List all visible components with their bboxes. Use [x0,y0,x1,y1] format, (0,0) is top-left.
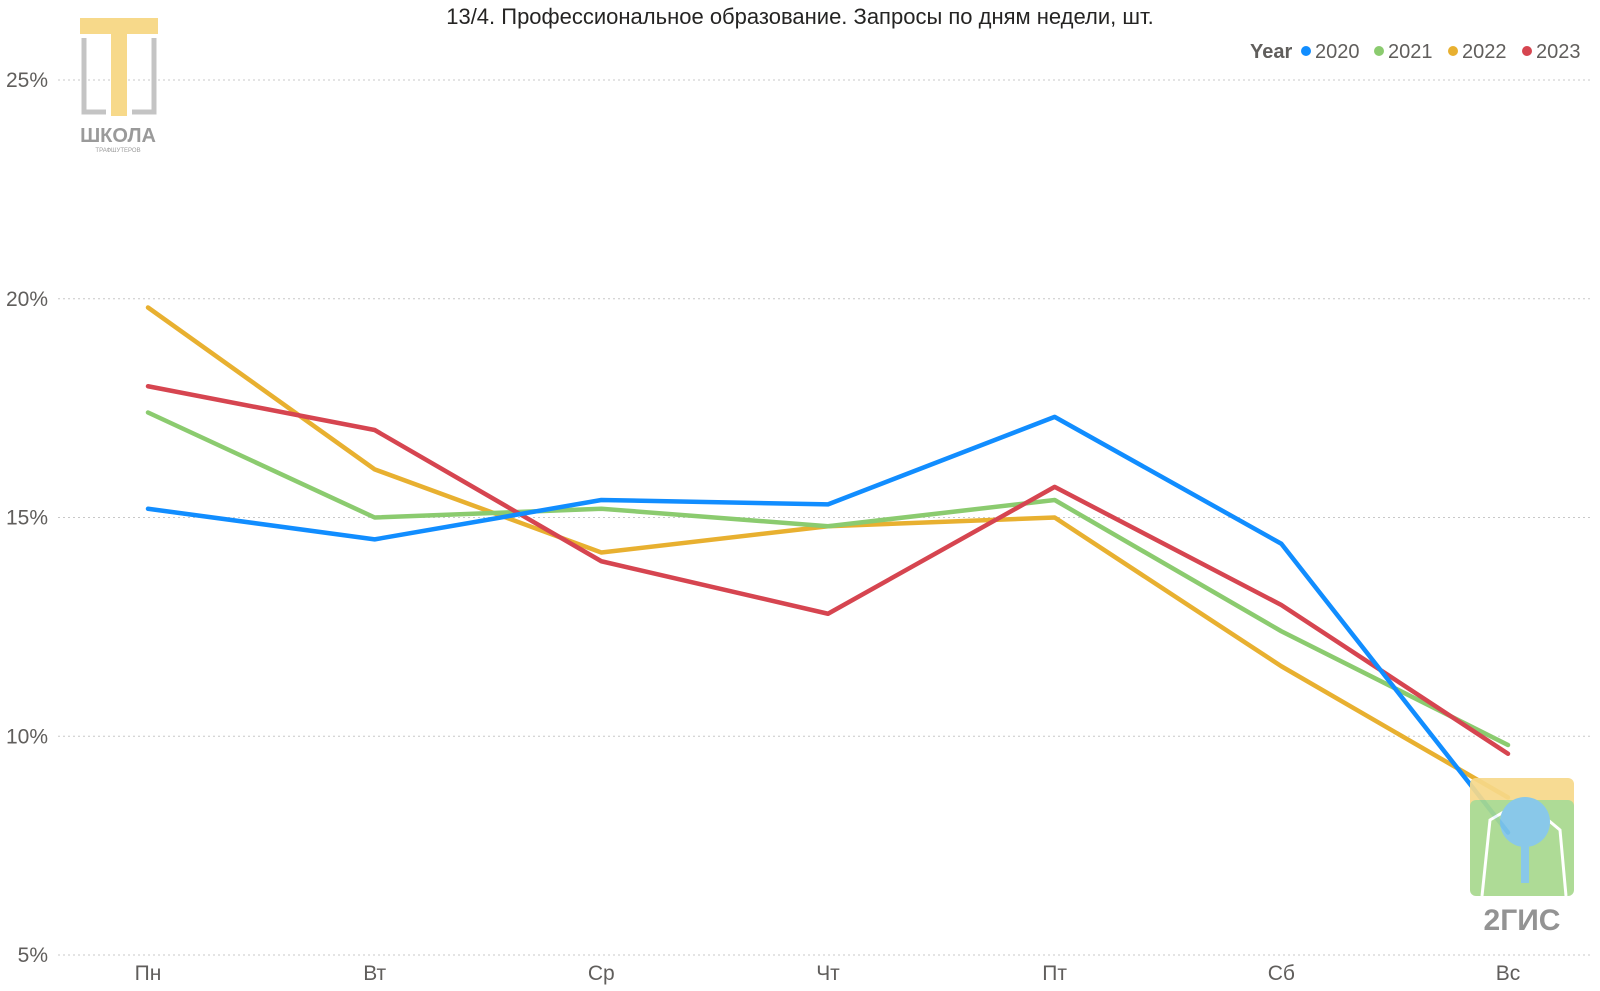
x-tick-label: Чт [816,962,840,985]
y-axis-ticks: 5% 10% 15% 20% 25% [6,69,48,967]
x-tick-label: Пт [1042,962,1067,985]
legend-label-2020: 2020 [1315,41,1360,63]
chart-title: 13/4. Профессиональное образование. Запр… [446,4,1154,29]
x-axis-ticks: Пн Вт Ср Чт Пт Сб Вс [135,962,1521,985]
school-logo-subtext: ТРАФШУТЕРОВ [95,148,140,154]
series-line-2022 [145,305,1511,800]
legend-marker-2023 [1522,46,1532,56]
school-logo-watermark: ШКОЛА ТРАФШУТЕРОВ [80,18,158,154]
y-tick-label: 10% [6,725,48,748]
legend: Year 2020 2021 2022 2023 [1250,41,1581,63]
gis-logo-watermark: 2ГИС [1470,778,1574,937]
series-line-2023 [145,384,1511,756]
legend-label-2023: 2023 [1536,41,1581,63]
y-tick-label: 25% [6,69,48,92]
series-lines [145,305,1511,835]
gridlines [58,79,1592,956]
legend-marker-2021 [1374,46,1384,56]
gis-logo-text: 2ГИС [1484,904,1561,937]
legend-marker-2022 [1448,46,1458,56]
x-tick-label: Сб [1268,962,1295,985]
legend-label-2022: 2022 [1462,41,1507,63]
legend-label-2021: 2021 [1388,41,1433,63]
y-tick-label: 20% [6,288,48,311]
legend-marker-2020 [1301,46,1311,56]
legend-title: Year [1250,41,1292,63]
x-tick-label: Пн [135,962,162,985]
school-logo-text: ШКОЛА [80,125,156,147]
x-tick-label: Вт [363,962,386,985]
x-tick-label: Ср [588,962,615,985]
series-line-2020 [145,414,1511,835]
y-tick-label: 15% [6,507,48,530]
y-tick-label: 5% [18,944,48,967]
series-line-2021 [145,410,1511,748]
x-tick-label: Вс [1496,962,1521,985]
